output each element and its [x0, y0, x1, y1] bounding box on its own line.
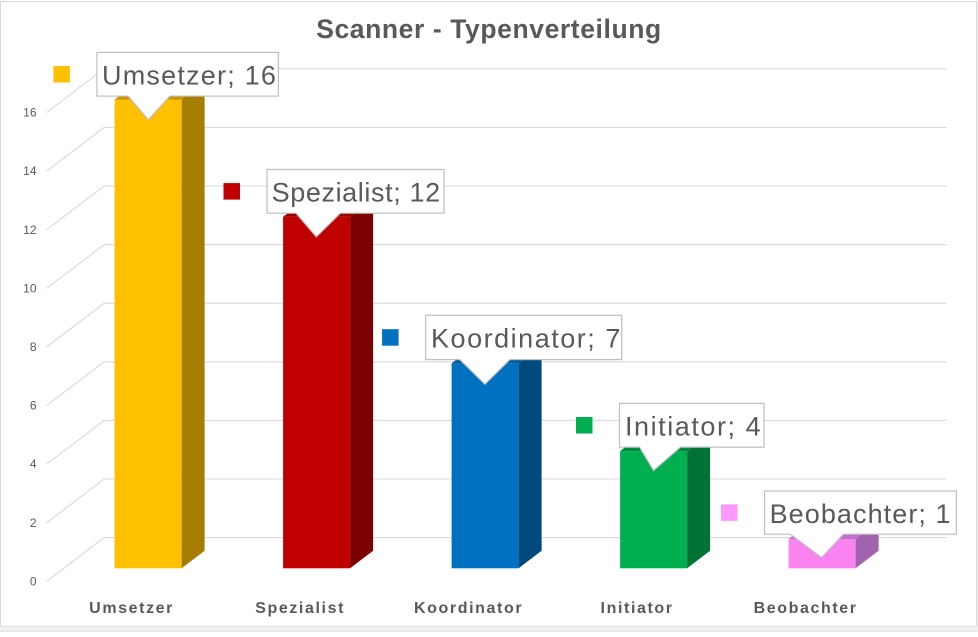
svg-text:Spezialist; 12: Spezialist; 12	[272, 178, 441, 208]
svg-text:10: 10	[23, 281, 37, 295]
svg-text:Umsetzer: Umsetzer	[89, 600, 174, 617]
svg-text:6: 6	[30, 399, 37, 413]
svg-text:Beobachter; 1: Beobachter; 1	[770, 499, 952, 529]
svg-text:14: 14	[23, 164, 37, 178]
svg-text:4: 4	[30, 457, 37, 471]
svg-text:Spezialist: Spezialist	[255, 600, 345, 617]
svg-text:Koordinator: Koordinator	[414, 600, 523, 617]
svg-text:Initiator: Initiator	[601, 600, 674, 617]
svg-text:16: 16	[23, 106, 37, 120]
svg-text:Umsetzer; 16: Umsetzer; 16	[102, 61, 277, 91]
svg-text:Beobachter: Beobachter	[754, 600, 858, 617]
svg-text:2: 2	[30, 516, 37, 530]
svg-text:8: 8	[30, 340, 37, 354]
svg-text:0: 0	[30, 574, 37, 588]
svg-text:Scanner - Typenverteilung: Scanner - Typenverteilung	[316, 14, 662, 44]
svg-text:Initiator; 4: Initiator; 4	[625, 412, 762, 442]
svg-text:12: 12	[23, 223, 37, 237]
svg-text:Koordinator; 7: Koordinator; 7	[431, 324, 622, 354]
